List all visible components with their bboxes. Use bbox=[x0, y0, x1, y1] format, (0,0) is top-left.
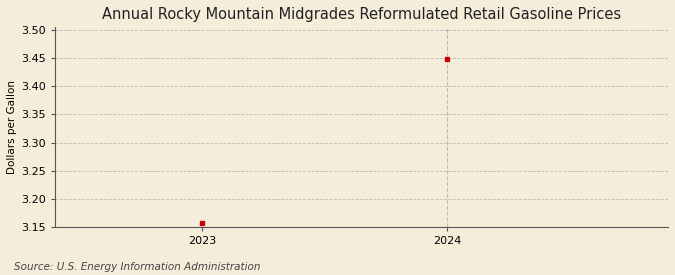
Text: Source: U.S. Energy Information Administration: Source: U.S. Energy Information Administ… bbox=[14, 262, 260, 272]
Y-axis label: Dollars per Gallon: Dollars per Gallon bbox=[7, 80, 17, 174]
Title: Annual Rocky Mountain Midgrades Reformulated Retail Gasoline Prices: Annual Rocky Mountain Midgrades Reformul… bbox=[102, 7, 621, 22]
